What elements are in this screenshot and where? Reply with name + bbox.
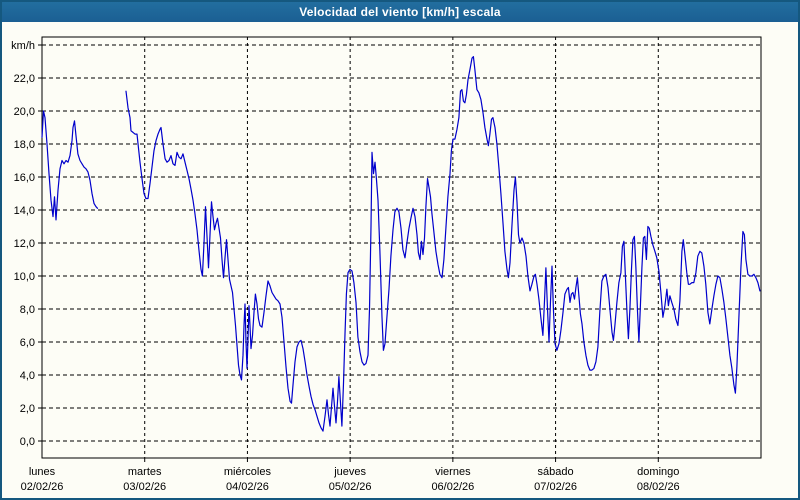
y-axis-unit-label: km/h (11, 40, 35, 52)
y-tick-label: 20,0 (14, 106, 35, 118)
y-tick-label: 2,0 (20, 403, 35, 415)
wind-speed-line (125, 55, 761, 432)
x-day-name-label: domingo (637, 466, 679, 478)
y-tick-label: 6,0 (20, 337, 35, 349)
x-day-name-label: sábado (538, 466, 574, 478)
y-tick-label: 16,0 (14, 172, 35, 184)
y-tick-label: 14,0 (14, 205, 35, 217)
x-day-name-label: martes (128, 466, 162, 478)
x-day-date-label: 03/02/26 (123, 481, 166, 493)
y-tick-label: 0,0 (20, 436, 35, 448)
window-title: Velocidad del viento [km/h] escala (299, 5, 501, 19)
y-tick-label: 8,0 (20, 304, 35, 316)
y-tick-label: 10,0 (14, 271, 35, 283)
wind-speed-chart: 0,0 2,0 4,0 6,0 8,0 10,0 12,0 14,0 16,0 18,0 20,0 2… (11, 36, 762, 493)
y-tick-label: 12,0 (14, 238, 35, 250)
x-day-date-label: 07/02/26 (534, 481, 577, 493)
x-day-date-label: 06/02/26 (431, 481, 474, 493)
x-day-date-label: 04/02/26 (226, 481, 269, 493)
y-tick-label: 4,0 (20, 370, 35, 382)
x-day-date-label: 08/02/26 (637, 481, 680, 493)
x-day-name-label: miércoles (224, 466, 272, 478)
y-tick-label: 18,0 (14, 139, 35, 151)
plot-border (41, 36, 762, 459)
window-titlebar: Velocidad del viento [km/h] escala (2, 2, 798, 22)
y-tick-label: 22,0 (14, 73, 35, 85)
x-day-date-label: 05/02/26 (329, 481, 372, 493)
x-day-name-label: lunes (29, 466, 56, 478)
x-day-name-label: jueves (333, 466, 366, 478)
wind-speed-line (41, 110, 99, 221)
x-day-name-label: viernes (435, 466, 471, 478)
chart-area: 0,0 2,0 4,0 6,0 8,0 10,0 12,0 14,0 16,0 18,0 20,0 2… (2, 22, 798, 498)
x-day-date-label: 02/02/26 (21, 481, 64, 493)
